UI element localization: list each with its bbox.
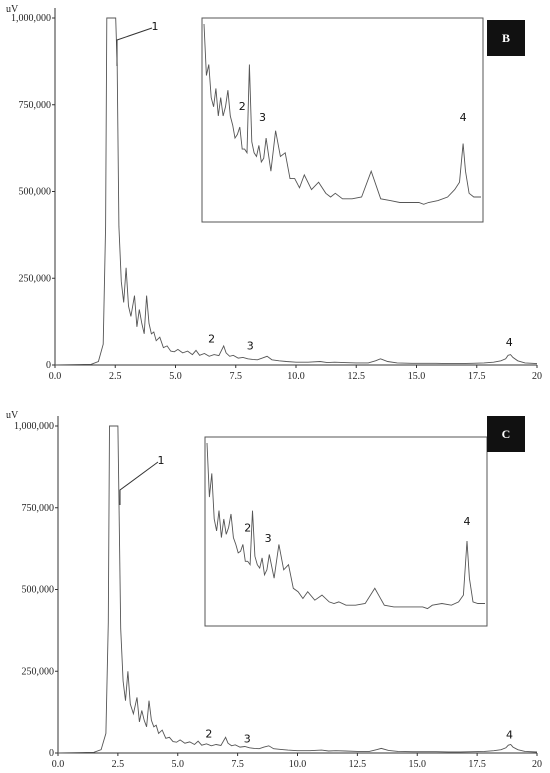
chart-panel-c: uV1,000,000 750,000 500,000 250,000 00.0 2.5 5… bbox=[6, 410, 542, 770]
y-axis-unit-label: uV bbox=[6, 410, 19, 421]
x-tick-label: 20 bbox=[532, 371, 542, 382]
y-tick-label: 500,000 bbox=[19, 187, 52, 198]
y-tick-label: 500,000 bbox=[22, 585, 55, 596]
y-tick-label: 250,000 bbox=[22, 666, 55, 677]
x-tick-label: 10.0 bbox=[289, 759, 307, 770]
peak-label-3: 3 bbox=[247, 339, 254, 352]
x-tick-label: 2.5 bbox=[109, 371, 122, 382]
x-tick-label: 15.0 bbox=[408, 371, 426, 382]
peak-label-1: 1 bbox=[158, 454, 165, 467]
x-tick-label: 7.5 bbox=[230, 371, 243, 382]
peak-label-1: 1 bbox=[152, 20, 159, 33]
x-tick-label: 5.0 bbox=[169, 371, 182, 382]
y-tick-label: 1,000,000 bbox=[11, 13, 51, 24]
panel-badge-label: C bbox=[502, 427, 511, 441]
peak-1-callout-line bbox=[116, 27, 153, 66]
chromatogram-trace bbox=[54, 17, 538, 366]
peak-label-4: 4 bbox=[506, 728, 513, 741]
peak-1-callout-line bbox=[119, 461, 159, 505]
peak-label-2: 2 bbox=[205, 727, 212, 740]
inset-peak-label-4: 4 bbox=[464, 515, 471, 528]
x-tick-label: 0.0 bbox=[49, 371, 62, 382]
y-tick-label: 0 bbox=[49, 748, 54, 759]
inset-peak-label-2: 2 bbox=[239, 100, 246, 113]
chart-panel-b: uV1,000,000 750,000 500,000 250,000 00.0 2.5 5… bbox=[6, 4, 542, 382]
inset-trace bbox=[203, 23, 481, 205]
x-tick-label: 2.5 bbox=[112, 759, 125, 770]
chromatogram-trace bbox=[57, 425, 538, 754]
inset-box bbox=[201, 17, 484, 223]
inset-peak-label-3: 3 bbox=[259, 111, 266, 124]
x-tick-label: 12.5 bbox=[349, 759, 367, 770]
x-tick-label: 20 bbox=[532, 759, 542, 770]
panel-badge bbox=[487, 20, 525, 56]
peak-label-2: 2 bbox=[208, 332, 215, 345]
y-tick-label: 750,000 bbox=[19, 100, 52, 111]
x-tick-label: 17.5 bbox=[468, 371, 486, 382]
inset-peak-label-3: 3 bbox=[265, 532, 272, 545]
x-tick-label: 7.5 bbox=[231, 759, 244, 770]
x-tick-label: 10.0 bbox=[287, 371, 305, 382]
y-tick-label: 0 bbox=[46, 360, 51, 371]
panel-badge bbox=[487, 416, 525, 452]
y-axis-unit-label: uV bbox=[6, 4, 19, 15]
inset-trace bbox=[206, 442, 485, 610]
inset-peak-label-4: 4 bbox=[460, 111, 467, 124]
y-tick-label: 250,000 bbox=[19, 273, 52, 284]
y-tick-label: 1,000,000 bbox=[14, 421, 54, 432]
panel-badge-label: B bbox=[502, 31, 510, 45]
y-tick-label: 750,000 bbox=[22, 503, 55, 514]
peak-label-4: 4 bbox=[506, 336, 513, 349]
x-tick-label: 0.0 bbox=[52, 759, 65, 770]
x-tick-label: 12.5 bbox=[348, 371, 366, 382]
x-tick-label: 17.5 bbox=[468, 759, 486, 770]
x-tick-label: 15.0 bbox=[409, 759, 427, 770]
peak-label-3: 3 bbox=[244, 733, 251, 746]
x-tick-label: 5.0 bbox=[172, 759, 185, 770]
inset-peak-label-2: 2 bbox=[244, 522, 251, 535]
